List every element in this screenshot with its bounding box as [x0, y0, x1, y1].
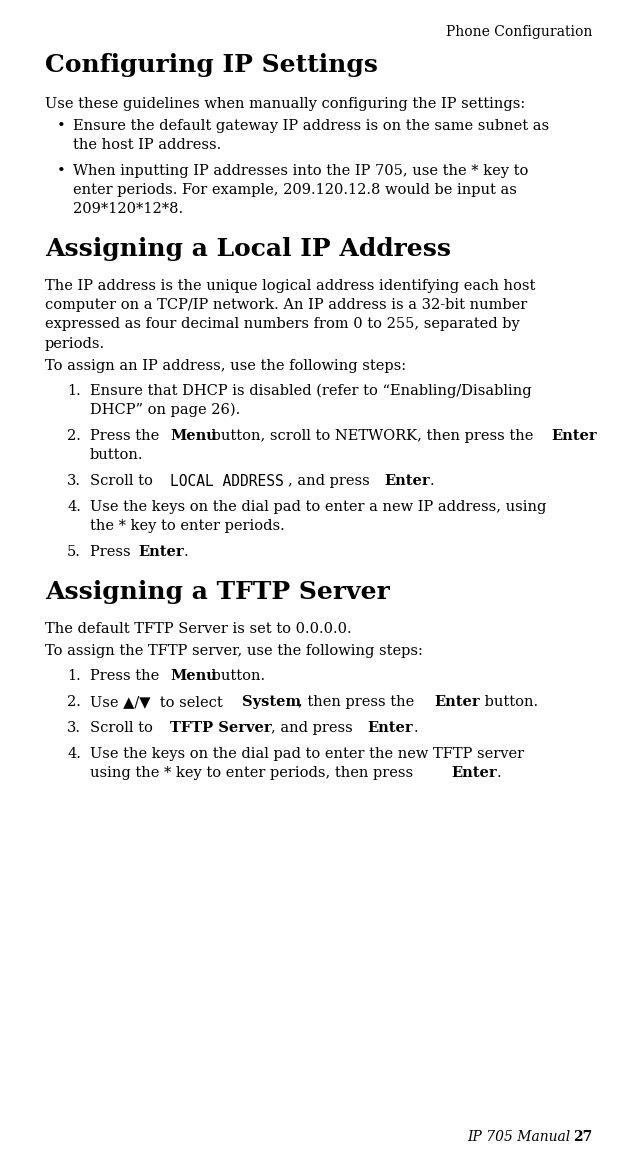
- Text: Use the keys on the dial pad to enter a new IP address, using: Use the keys on the dial pad to enter a …: [90, 500, 547, 514]
- Text: 2.: 2.: [67, 429, 81, 443]
- Text: 1.: 1.: [67, 383, 81, 397]
- Text: •: •: [57, 164, 66, 178]
- Text: .: .: [413, 721, 418, 735]
- Text: the host IP address.: the host IP address.: [73, 137, 222, 151]
- Text: To assign an IP address, use the following steps:: To assign an IP address, use the followi…: [45, 359, 406, 373]
- Text: , and press: , and press: [288, 474, 374, 488]
- Text: System: System: [242, 696, 301, 709]
- Text: 3.: 3.: [67, 721, 81, 735]
- Text: button, scroll to NETWORK, then press the: button, scroll to NETWORK, then press th…: [207, 429, 538, 443]
- Text: button.: button.: [90, 449, 144, 463]
- Text: using the * key to enter periods, then press: using the * key to enter periods, then p…: [90, 767, 418, 781]
- Text: Menu: Menu: [170, 669, 217, 683]
- Text: DHCP” on page 26).: DHCP” on page 26).: [90, 403, 240, 417]
- Text: Configuring IP Settings: Configuring IP Settings: [45, 52, 378, 77]
- Text: 1.: 1.: [67, 669, 81, 683]
- Text: Enter: Enter: [384, 474, 429, 488]
- Text: button.: button.: [480, 696, 538, 709]
- Text: Phone Configuration: Phone Configuration: [445, 24, 592, 38]
- Text: 4.: 4.: [67, 747, 81, 761]
- Text: the * key to enter periods.: the * key to enter periods.: [90, 520, 285, 534]
- Text: LOCAL ADDRESS: LOCAL ADDRESS: [170, 474, 284, 489]
- Text: Enter: Enter: [552, 429, 597, 443]
- Text: To assign the TFTP server, use the following steps:: To assign the TFTP server, use the follo…: [45, 644, 423, 658]
- Text: Ensure that DHCP is disabled (refer to “Enabling/Disabling: Ensure that DHCP is disabled (refer to “…: [90, 383, 532, 398]
- Text: IP 705 Manual: IP 705 Manual: [466, 1130, 570, 1144]
- Text: expressed as four decimal numbers from 0 to 255, separated by: expressed as four decimal numbers from 0…: [45, 317, 520, 331]
- Text: , then press the: , then press the: [297, 696, 418, 709]
- Text: The default TFTP Server is set to 0.0.0.0.: The default TFTP Server is set to 0.0.0.…: [45, 622, 352, 636]
- Text: When inputting IP addresses into the IP 705, use the * key to: When inputting IP addresses into the IP …: [73, 164, 528, 178]
- Text: .: .: [430, 474, 434, 488]
- Text: Menu: Menu: [170, 429, 217, 443]
- Text: Ensure the default gateway IP address is on the same subnet as: Ensure the default gateway IP address is…: [73, 119, 549, 133]
- Text: Press the: Press the: [90, 669, 164, 683]
- Text: Use the keys on the dial pad to enter the new TFTP server: Use the keys on the dial pad to enter th…: [90, 747, 524, 761]
- Text: •: •: [57, 119, 66, 133]
- Text: .: .: [497, 767, 502, 781]
- Text: Scroll to: Scroll to: [90, 721, 157, 735]
- Text: Press: Press: [90, 545, 135, 559]
- Text: Use ▲/▼  to select: Use ▲/▼ to select: [90, 696, 228, 709]
- Text: periods.: periods.: [45, 337, 105, 351]
- Text: , and press: , and press: [271, 721, 358, 735]
- Text: Enter: Enter: [434, 696, 479, 709]
- Text: Scroll to: Scroll to: [90, 474, 157, 488]
- Text: 4.: 4.: [67, 500, 81, 514]
- Text: The IP address is the unique logical address identifying each host: The IP address is the unique logical add…: [45, 278, 536, 292]
- Text: 2.: 2.: [67, 696, 81, 709]
- Text: computer on a TCP/IP network. An IP address is a 32-bit number: computer on a TCP/IP network. An IP addr…: [45, 298, 528, 312]
- Text: 27: 27: [573, 1130, 592, 1144]
- Text: 3.: 3.: [67, 474, 81, 488]
- Text: enter periods. For example, 209.120.12.8 would be input as: enter periods. For example, 209.120.12.8…: [73, 183, 517, 197]
- Text: Assigning a Local IP Address: Assigning a Local IP Address: [45, 236, 451, 261]
- Text: Use these guidelines when manually configuring the IP settings:: Use these guidelines when manually confi…: [45, 97, 525, 111]
- Text: Enter: Enter: [368, 721, 413, 735]
- Text: Enter: Enter: [138, 545, 184, 559]
- Text: Assigning a TFTP Server: Assigning a TFTP Server: [45, 580, 390, 605]
- Text: 5.: 5.: [67, 545, 81, 559]
- Text: button.: button.: [207, 669, 265, 683]
- Text: .: .: [184, 545, 189, 559]
- Text: Press the: Press the: [90, 429, 164, 443]
- Text: Enter: Enter: [451, 767, 497, 781]
- Text: TFTP Server: TFTP Server: [170, 721, 272, 735]
- Text: 209*120*12*8.: 209*120*12*8.: [73, 203, 183, 217]
